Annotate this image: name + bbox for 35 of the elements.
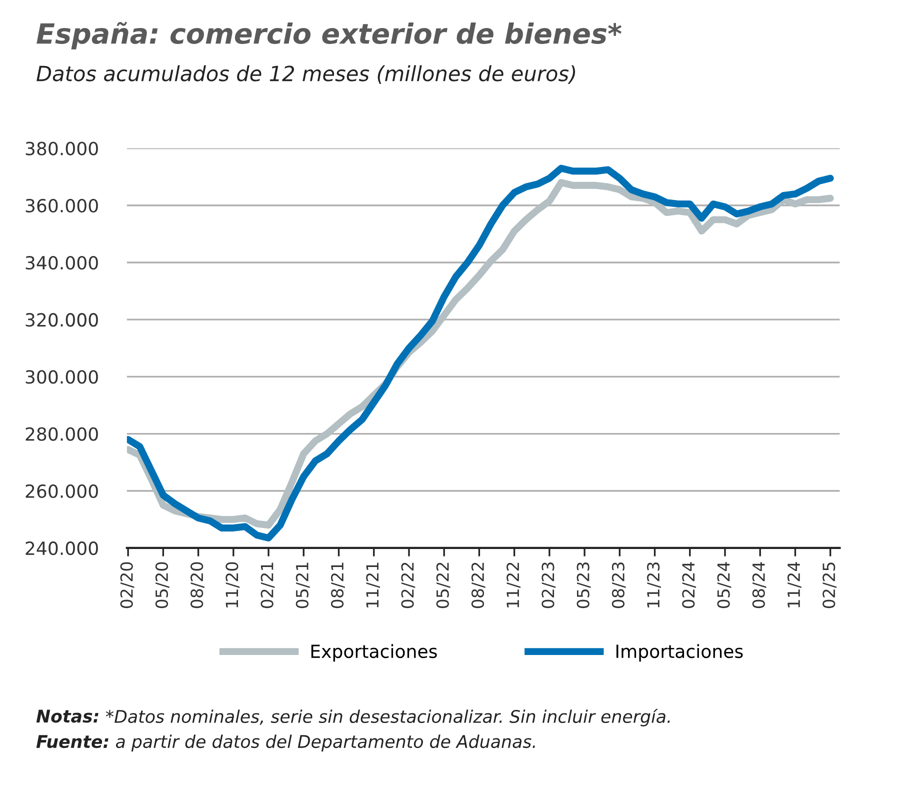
x-tick-label: 02/21 <box>260 562 275 608</box>
x-tick-label: 08/24 <box>752 562 766 608</box>
x-tick-label: 11/21 <box>366 562 380 608</box>
y-tick-label: 320.000 <box>26 313 98 327</box>
y-tick-label: 360.000 <box>26 198 98 213</box>
x-tick-label: 02/23 <box>542 562 556 608</box>
x-tick-label: 05/22 <box>436 562 450 608</box>
y-tick-label: 280.000 <box>26 427 98 441</box>
source-note: Fuente: a partir de datos del Departamento de Aduanas. <box>36 734 535 752</box>
x-tick-label: 11/20 <box>226 562 240 608</box>
x-tick-label: 02/22 <box>401 562 416 608</box>
y-tick-label: 240.000 <box>26 541 98 556</box>
x-tick-label: 02/24 <box>682 562 696 608</box>
y-tick-label: 380.000 <box>26 142 98 156</box>
y-tick-label: 340.000 <box>26 256 98 270</box>
chart-title: España: comercio exterior de bienes* <box>36 22 622 50</box>
x-tick-label: 05/23 <box>576 562 591 608</box>
x-tick-label: 05/20 <box>155 562 170 608</box>
x-tick-label: 08/22 <box>471 562 486 608</box>
y-tick-label: 260.000 <box>26 484 98 498</box>
x-tick-label: 11/24 <box>787 562 802 608</box>
x-tick-label: 08/20 <box>190 562 204 608</box>
legend-label: Importaciones <box>616 644 743 662</box>
x-tick-label: 08/21 <box>330 562 345 608</box>
x-tick-label: 11/22 <box>506 562 520 608</box>
x-tick-label: 08/23 <box>612 562 626 608</box>
legend-label: Exportaciones <box>311 644 437 662</box>
x-tick-label: 02/20 <box>120 562 134 608</box>
y-tick-label: 300.000 <box>26 370 98 384</box>
x-tick-label: 05/21 <box>296 562 310 608</box>
text: Notas: *Datos nominales, serie sin desestacionalizar. Sin incluir energía. <box>36 708 670 726</box>
x-tick-label: 05/24 <box>717 562 732 608</box>
chart-subtitle: Datos acumulados de 12 meses (millones de euros) <box>36 65 576 84</box>
x-tick-label: 11/23 <box>647 562 661 608</box>
x-tick-label: 02/25 <box>822 562 836 608</box>
